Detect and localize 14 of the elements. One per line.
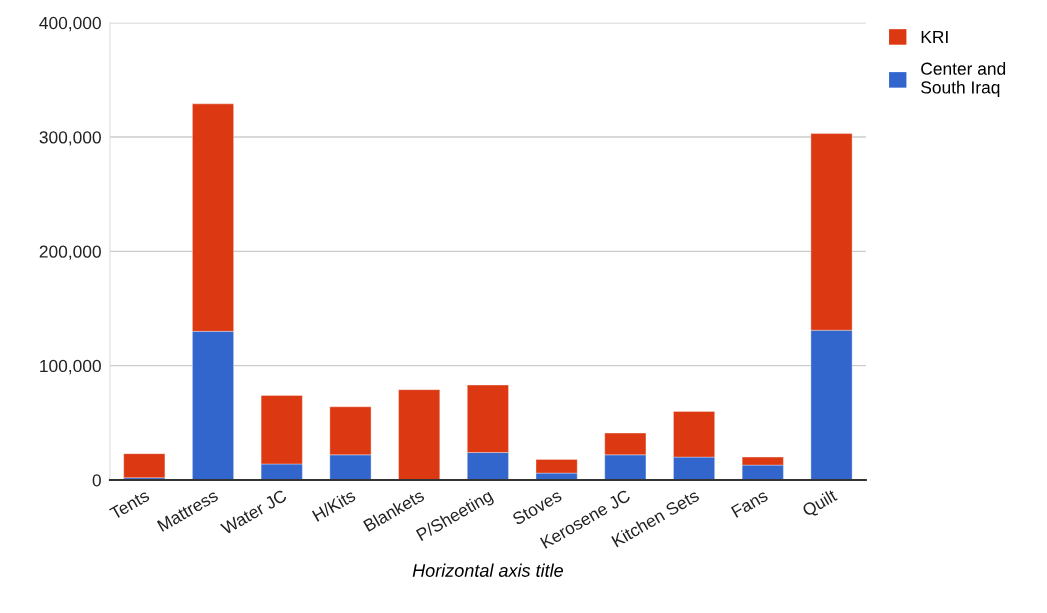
y-tick-label: 100,000 <box>40 359 101 375</box>
x-tick-label: Tents <box>109 489 151 520</box>
legend-label: KRI <box>921 30 948 43</box>
y-tick-label: 400,000 <box>39 16 101 32</box>
x-tick-label: Water JC <box>219 489 288 536</box>
bar <box>398 389 440 480</box>
legend-label: Center and South Iraq <box>921 62 1006 97</box>
y-tick-label: 0 <box>92 474 101 487</box>
bar <box>123 453 166 478</box>
x-axis-title: Horizontal axis title <box>412 563 563 577</box>
x-tick-label: Fans <box>730 489 769 518</box>
y-tick-label: 200,000 <box>39 245 101 260</box>
x-tick-label: Quilt <box>801 488 840 520</box>
y-tick-label: 300,000 <box>39 131 101 146</box>
